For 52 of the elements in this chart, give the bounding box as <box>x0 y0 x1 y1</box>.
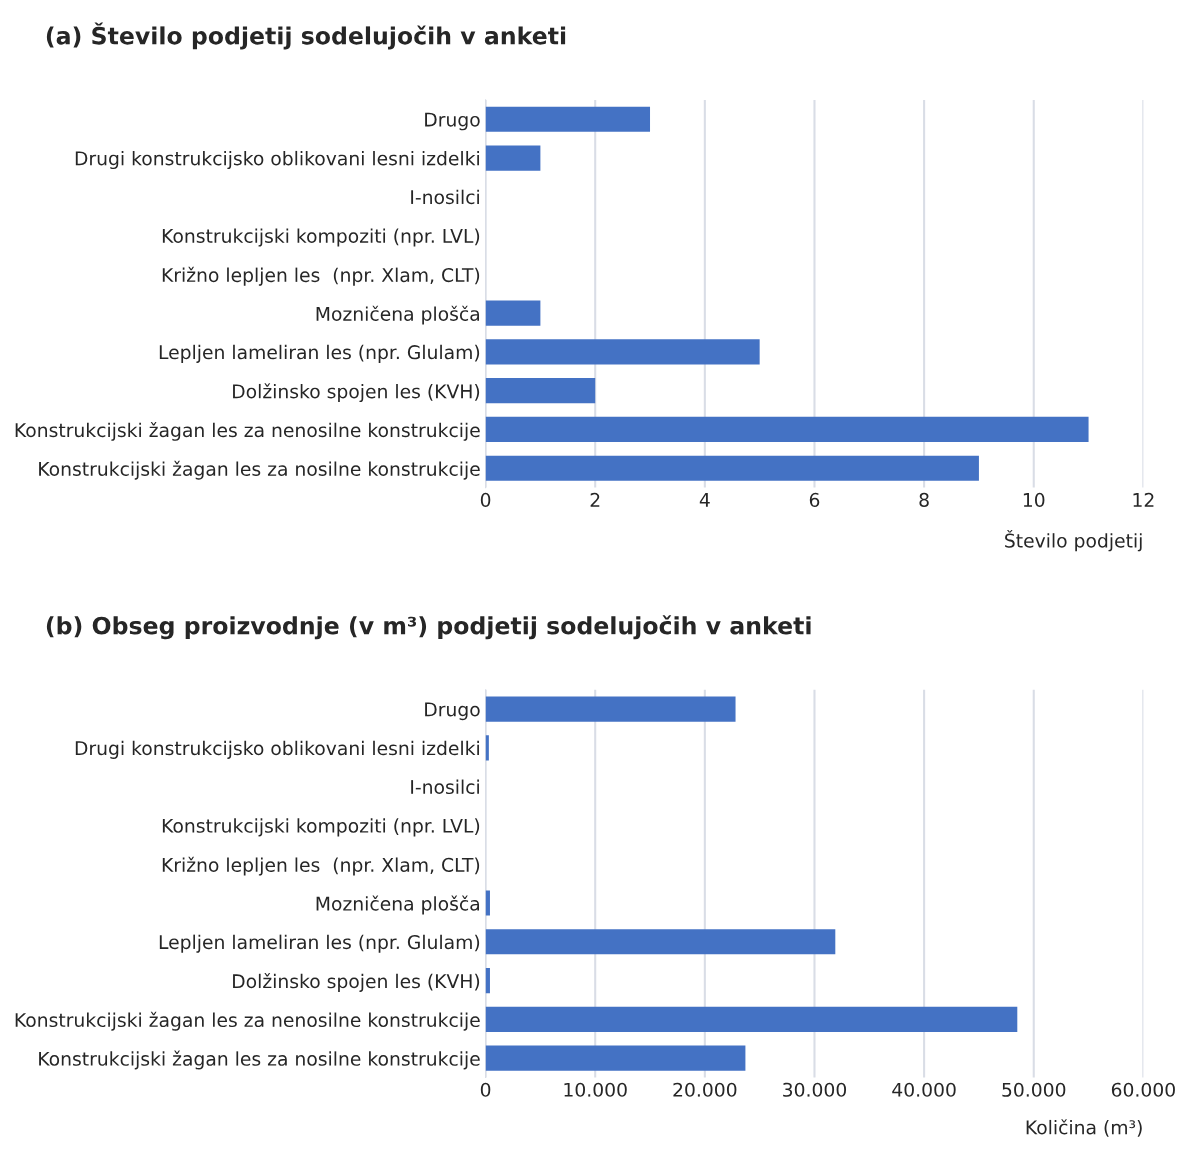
y-tick-label: Drugi konstrukcijsko oblikovani lesni izdelki <box>75 740 479 759</box>
y-tick-label: Drugo <box>425 112 480 131</box>
x-axis-title: Število podjetij <box>1005 530 1142 552</box>
y-tick-label: Dolžinsko spojen les (KVH) <box>233 383 480 403</box>
y-tick-label: Lepljen lameliran les (npr. Glulam) <box>159 344 480 363</box>
y-tick-label: Konstrukcijski kompoziti (npr. LVL) <box>162 818 480 837</box>
bar <box>485 1045 746 1071</box>
x-tick-label: 8 <box>919 492 929 507</box>
y-tick-label: Lepljen lameliran les (npr. Glulam) <box>159 934 480 953</box>
x-tick-label: 0 <box>480 1082 491 1097</box>
y-tick-label: I-nosilci <box>411 189 479 205</box>
x-tick-label: 40.000 <box>892 1082 956 1097</box>
y-tick-label: Konstrukcijski žagan les za nenosilne konstrukcije <box>15 421 480 441</box>
x-tick-label: 20.000 <box>673 1082 737 1097</box>
x-tick-label: 50.000 <box>1002 1082 1066 1097</box>
y-tick-label: I-nosilci <box>411 779 479 795</box>
x-tick-label: 60.000 <box>1111 1082 1175 1097</box>
bar <box>485 339 760 365</box>
bar <box>485 696 736 722</box>
bar <box>485 929 836 955</box>
y-tick-label: Drugi konstrukcijsko oblikovani lesni izdelki <box>75 150 479 170</box>
chart-title: (a) Število podjetij sodelujočih v anketi <box>46 22 566 50</box>
bar <box>485 145 541 171</box>
x-tick-label: 4 <box>699 493 710 507</box>
bar <box>485 735 489 761</box>
x-tick-label: 2 <box>590 492 600 507</box>
bar <box>485 1006 1018 1032</box>
y-tick-label: Mozničena plošča <box>316 305 480 325</box>
bar <box>485 106 651 132</box>
bar <box>485 416 1089 443</box>
x-tick-label: 0 <box>480 492 491 507</box>
y-tick-label: Dolžinsko spojen les (KVH) <box>233 973 480 992</box>
y-tick-label: Konstrukcijski žagan les za nosilne konstrukcije <box>39 1050 480 1070</box>
y-tick-label: Konstrukcijski žagan les za nenosilne konstrukcije <box>15 1011 480 1031</box>
chart-title: (b) Obseg proizvodnje (v m³) podjetij sodelujočih v anketi <box>46 615 811 640</box>
y-tick-label: Drugo <box>425 702 480 721</box>
y-tick-label: Konstrukcijski kompoziti (npr. LVL) <box>162 228 480 247</box>
y-tick-label: Mozničena plošča <box>316 895 480 915</box>
y-tick-label: Križno lepljen les (npr. Xlam, CLT) <box>162 856 480 876</box>
x-tick-label: 30.000 <box>783 1082 847 1097</box>
x-axis-title: Količina (m³) <box>1026 1119 1142 1137</box>
x-tick-label: 10.000 <box>564 1082 627 1097</box>
bar <box>485 378 596 404</box>
x-tick-label: 10 <box>1023 492 1045 507</box>
bar <box>485 967 490 994</box>
bar <box>485 455 979 481</box>
x-tick-label: 6 <box>809 492 820 507</box>
x-tick-label: 12 <box>1133 492 1154 507</box>
y-tick-label: Konstrukcijski žagan les za nosilne konstrukcije <box>39 460 480 480</box>
bar <box>485 890 490 916</box>
y-tick-label: Križno lepljen les (npr. Xlam, CLT) <box>162 266 480 286</box>
bar <box>485 300 541 326</box>
